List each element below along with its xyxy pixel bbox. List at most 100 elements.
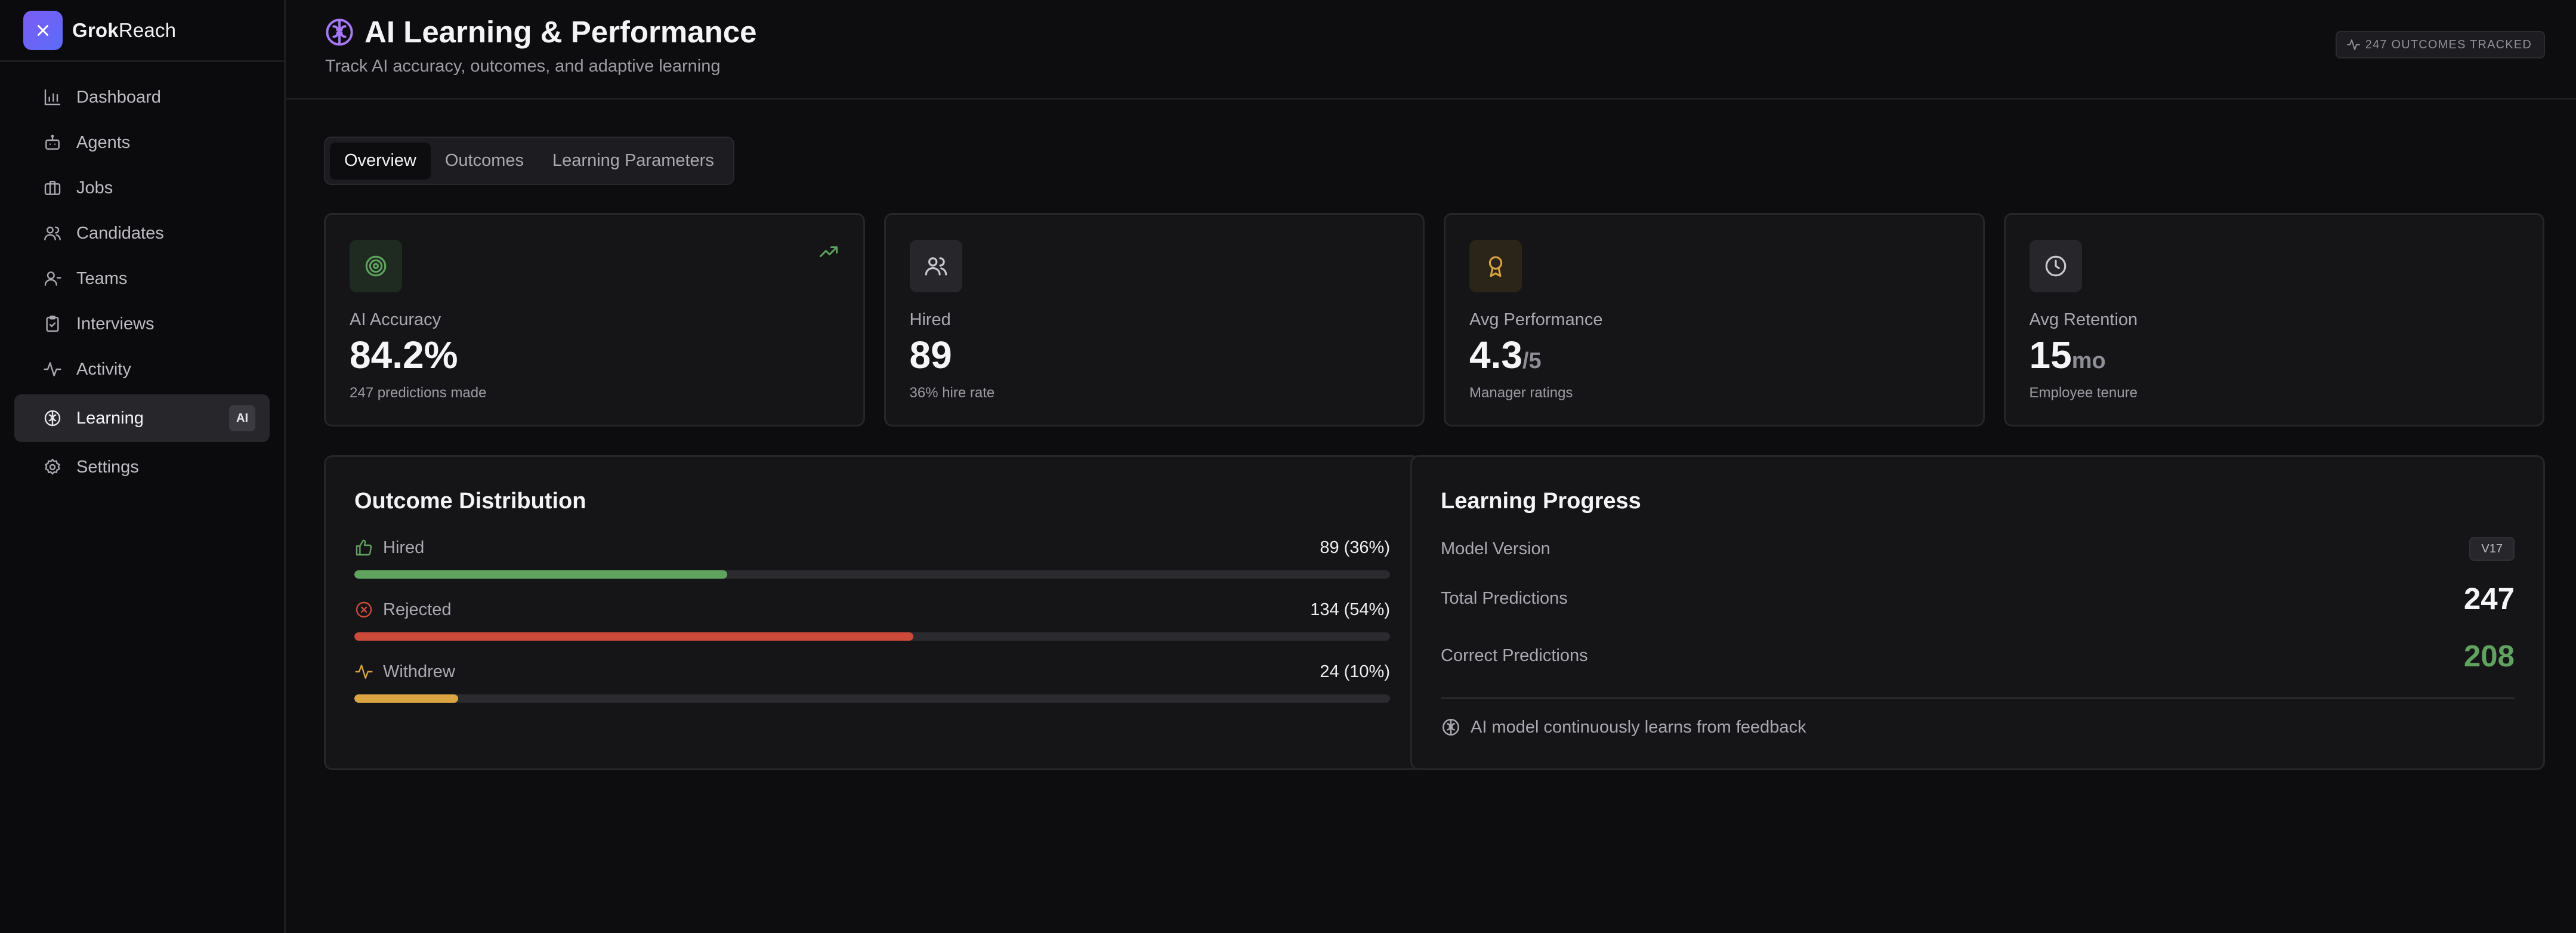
stat-value: 4.3/5 — [1469, 333, 1542, 376]
sidebar-item-label: Agents — [76, 132, 131, 152]
distribution-label: Withdrew — [383, 662, 455, 681]
activity-icon — [2346, 39, 2360, 50]
distribution-label: Rejected — [383, 600, 452, 619]
progress-track — [354, 570, 1390, 579]
sidebar-item-interviews[interactable]: Interviews — [14, 301, 270, 347]
stat-unit: mo — [2071, 348, 2106, 373]
brain-icon — [326, 18, 353, 46]
outcomes-tracked-badge: 247 OUTCOMES TRACKED — [2335, 31, 2545, 58]
progress-track — [354, 694, 1390, 703]
sidebar-item-label: Dashboard — [76, 87, 161, 107]
sidebar-item-label: Jobs — [76, 178, 113, 197]
sidebar-item-candidates[interactable]: Candidates — [14, 211, 270, 256]
stat-card-hired: Hired 89 36% hire rate — [884, 213, 1425, 427]
distribution-row-hired: Hired 89 (36%) — [354, 536, 1390, 579]
progress-fill — [354, 570, 727, 579]
stat-unit: /5 — [1522, 348, 1542, 373]
sidebar-item-label: Interviews — [76, 314, 155, 333]
tab-outcomes[interactable]: Outcomes — [444, 151, 524, 170]
sidebar-item-label: Learning — [76, 408, 144, 428]
trending-up-icon — [819, 246, 838, 257]
distribution-value: 89 (36%) — [1320, 537, 1390, 557]
tab-learning-parameters[interactable]: Learning Parameters — [552, 151, 714, 170]
users-icon — [44, 226, 61, 240]
stat-value: 89 — [909, 333, 952, 376]
correct-predictions-value: 208 — [2463, 639, 2515, 673]
total-predictions-value: 247 — [2463, 582, 2515, 616]
page-subtitle: Track AI accuracy, outcomes, and adaptiv… — [325, 57, 721, 76]
stat-label: Avg Performance — [1469, 310, 1603, 329]
panel-title: Learning Progress — [1441, 489, 1641, 514]
sidebar-item-activity[interactable]: Activity — [14, 347, 270, 392]
briefcase-icon — [44, 181, 61, 195]
sidebar-item-teams[interactable]: Teams — [14, 256, 270, 301]
stat-label: Hired — [909, 310, 951, 329]
stat-subtext: 247 predictions made — [350, 385, 487, 401]
distribution-value: 24 (10%) — [1320, 662, 1390, 681]
x-circle-icon — [356, 601, 372, 618]
stat-subtext: 36% hire rate — [909, 385, 995, 401]
stat-label: Avg Retention — [2029, 310, 2138, 329]
sidebar-item-learning[interactable]: Learning AI — [14, 394, 270, 442]
thumbs-up-icon — [356, 539, 372, 556]
main-content: AI Learning & Performance Track AI accur… — [286, 0, 2576, 933]
user-icon — [44, 271, 61, 286]
stat-value: 15mo — [2029, 333, 2106, 376]
award-icon — [1469, 240, 1522, 292]
sidebar-nav: Dashboard Agents Jobs Candidates Teams I… — [0, 62, 284, 490]
model-version-row: Model Version V17 — [1441, 537, 2515, 561]
activity-icon — [44, 362, 61, 376]
gear-icon — [45, 458, 60, 475]
outcome-distribution-panel: Outcome Distribution Hired 89 (36%) Reje… — [324, 455, 1420, 770]
learning-progress-panel: Learning Progress Model Version V17 Tota… — [1410, 455, 2545, 770]
tab-overview[interactable]: Overview — [330, 142, 431, 180]
distribution-label: Hired — [383, 537, 425, 557]
stat-subtext: Manager ratings — [1469, 385, 1573, 401]
total-predictions-label: Total Predictions — [1441, 589, 1568, 608]
sidebar-item-jobs[interactable]: Jobs — [14, 165, 270, 211]
progress-track — [354, 632, 1390, 641]
clock-icon — [2029, 240, 2082, 292]
bot-icon — [45, 134, 60, 150]
outcomes-tracked-text: 247 OUTCOMES TRACKED — [2365, 38, 2532, 51]
sidebar-item-label: Activity — [76, 359, 131, 379]
stat-subtext: Employee tenure — [2029, 385, 2138, 401]
ai-badge: AI — [229, 405, 255, 431]
distribution-row-withdrew: Withdrew 24 (10%) — [354, 660, 1390, 703]
brain-icon — [1442, 718, 1460, 736]
sidebar: GrokReach Dashboard Agents Jobs Candidat… — [0, 0, 286, 933]
users-icon — [909, 240, 962, 292]
stat-card-avg-performance: Avg Performance 4.3/5 Manager ratings — [1444, 213, 1985, 427]
brand[interactable]: GrokReach — [0, 0, 284, 62]
correct-predictions-label: Correct Predictions — [1441, 646, 1588, 665]
sidebar-item-dashboard[interactable]: Dashboard — [14, 75, 270, 120]
activity-icon — [355, 665, 373, 679]
total-predictions-row: Total Predictions 247 — [1441, 581, 2515, 616]
distribution-row-rejected: Rejected 134 (54%) — [354, 598, 1390, 641]
sidebar-item-label: Settings — [76, 457, 139, 477]
sidebar-item-settings[interactable]: Settings — [14, 444, 270, 490]
bar-chart-icon — [44, 89, 61, 106]
stat-value: 84.2% — [350, 333, 458, 376]
stat-card-avg-retention: Avg Retention 15mo Employee tenure — [2003, 213, 2544, 427]
sidebar-item-label: Teams — [76, 268, 128, 288]
page-header: AI Learning & Performance Track AI accur… — [286, 0, 2576, 100]
learning-note: AI model continuously learns from feedba… — [1441, 717, 1806, 737]
tab-bar: Overview Outcomes Learning Parameters — [324, 137, 734, 185]
correct-predictions-row: Correct Predictions 208 — [1441, 638, 2515, 674]
divider — [1441, 697, 2515, 699]
model-version-badge: V17 — [2469, 537, 2515, 561]
stat-label: AI Accuracy — [350, 310, 441, 329]
stat-card-ai-accuracy: AI Accuracy 84.2% 247 predictions made — [324, 213, 865, 427]
clipboard-icon — [46, 316, 59, 332]
sidebar-item-label: Candidates — [76, 223, 164, 243]
progress-fill — [354, 694, 458, 703]
model-version-label: Model Version — [1441, 539, 1550, 558]
panel-title: Outcome Distribution — [354, 489, 586, 514]
learning-note-text: AI model continuously learns from feedba… — [1471, 717, 1806, 737]
brand-logo-icon — [23, 10, 63, 50]
distribution-value: 134 (54%) — [1310, 600, 1390, 619]
sidebar-item-agents[interactable]: Agents — [14, 120, 270, 165]
stat-cards: AI Accuracy 84.2% 247 predictions made H… — [324, 213, 2544, 427]
